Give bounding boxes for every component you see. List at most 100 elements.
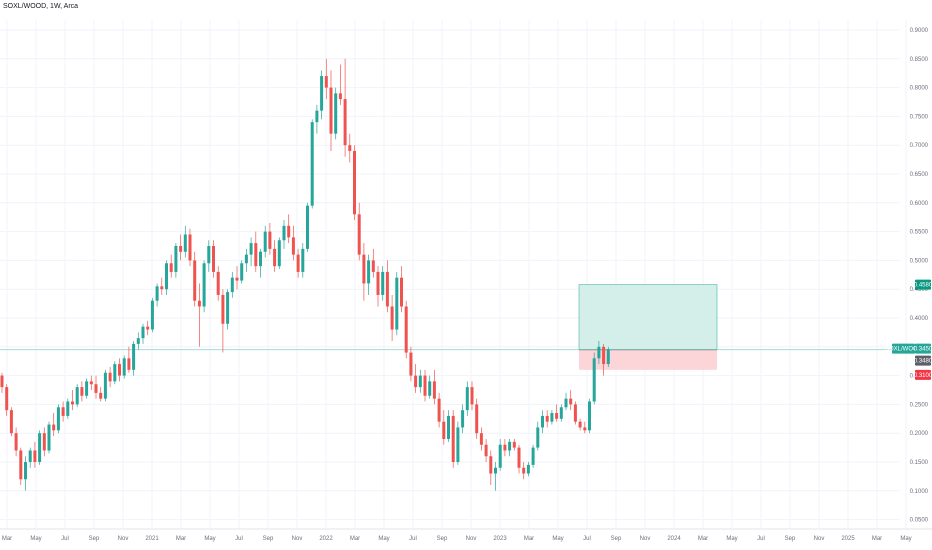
candle-body bbox=[371, 260, 375, 272]
candle-body bbox=[315, 110, 319, 123]
chart-title: SOXL/WOOD, 1W, Arca bbox=[3, 3, 79, 10]
x-tick-label: 2021 bbox=[145, 536, 159, 542]
candle-body bbox=[273, 248, 277, 267]
candle-body bbox=[244, 254, 248, 264]
candle-body bbox=[569, 398, 573, 405]
x-tick-label: Jul bbox=[583, 536, 591, 542]
candle-body bbox=[221, 294, 225, 324]
candle-body bbox=[38, 433, 42, 462]
candle-body bbox=[89, 381, 93, 385]
y-tick-label: 0.4000 bbox=[910, 316, 929, 322]
candle-body bbox=[517, 447, 521, 468]
candle-body bbox=[216, 271, 220, 295]
candle-body bbox=[80, 387, 84, 396]
x-tick-label: Mar bbox=[350, 536, 360, 542]
candle-body bbox=[606, 349, 610, 365]
candle-body bbox=[249, 243, 253, 255]
candle-body bbox=[541, 415, 544, 428]
candle-body bbox=[306, 205, 309, 249]
candle-body bbox=[447, 415, 450, 439]
candle-body bbox=[61, 407, 65, 416]
candle-body bbox=[207, 246, 211, 264]
x-tick-label: 2023 bbox=[493, 536, 507, 542]
x-tick-label: May bbox=[726, 536, 737, 542]
y-tick-label: 0.8000 bbox=[910, 86, 929, 92]
candle-body bbox=[522, 467, 526, 474]
candle-body bbox=[235, 277, 239, 281]
y-tick-label: 0.6500 bbox=[910, 172, 929, 178]
candle-body bbox=[597, 346, 601, 359]
candle-body bbox=[155, 286, 159, 301]
candle-body bbox=[118, 364, 121, 376]
candle-body bbox=[348, 145, 352, 151]
target-price-tag: 0.4580 bbox=[914, 283, 932, 289]
candle-body bbox=[150, 300, 154, 330]
candle-body bbox=[531, 447, 535, 465]
candle-body bbox=[160, 286, 164, 290]
candle-body bbox=[14, 433, 18, 451]
candle-body bbox=[71, 401, 74, 405]
y-tick-label: 0.2000 bbox=[910, 431, 929, 437]
candle-body bbox=[197, 300, 201, 307]
candle-body bbox=[550, 413, 554, 422]
x-tick-label: Mar bbox=[872, 536, 882, 542]
candle-body bbox=[320, 76, 324, 111]
candle-body bbox=[75, 387, 79, 405]
candle-body bbox=[136, 338, 140, 344]
candle-body bbox=[277, 240, 281, 267]
candle-body bbox=[42, 433, 46, 451]
target-price-tag-bg bbox=[915, 279, 931, 290]
candle-body bbox=[512, 441, 516, 448]
grid-lines bbox=[0, 20, 907, 528]
candle-body bbox=[287, 225, 291, 238]
candle-body bbox=[508, 441, 512, 451]
x-tick-label: Nov bbox=[466, 536, 477, 542]
candle-body bbox=[362, 254, 366, 284]
x-tick-label: Sep bbox=[611, 536, 622, 542]
x-tick-label: Jul bbox=[235, 536, 243, 542]
candle-body bbox=[127, 358, 131, 370]
candle-body bbox=[202, 263, 206, 307]
candle-body bbox=[103, 372, 107, 399]
x-tick-label: May bbox=[204, 536, 215, 542]
x-tick-label: Sep bbox=[785, 536, 796, 542]
candle-body bbox=[5, 387, 9, 411]
candle-body bbox=[263, 231, 267, 252]
symbol-tag-bg bbox=[892, 343, 915, 354]
candle-body bbox=[56, 407, 60, 431]
candle-body bbox=[240, 263, 244, 281]
x-tick-label: Mar bbox=[698, 536, 708, 542]
entry-price-tag: 0.3480 bbox=[914, 359, 932, 365]
y-tick-label: 0.5000 bbox=[910, 258, 929, 264]
candle-body bbox=[578, 421, 582, 428]
candle-body bbox=[404, 306, 408, 353]
candle-body bbox=[479, 433, 483, 445]
x-tick-label: Jul bbox=[61, 536, 69, 542]
candle-body bbox=[573, 404, 577, 422]
profit-zone bbox=[578, 284, 718, 350]
price-axis[interactable]: 0.9000 0.8500 0.8000 0.7500 0.7000 0.6500 0.60… bbox=[910, 28, 929, 524]
x-tick-label: 2025 bbox=[841, 536, 855, 542]
candle-body bbox=[353, 150, 356, 215]
candle-body bbox=[461, 410, 465, 428]
candle-body bbox=[94, 384, 98, 393]
candle-body bbox=[174, 246, 178, 272]
loss-zone bbox=[579, 349, 717, 370]
y-tick-label: 0.8500 bbox=[910, 57, 929, 63]
candle-body bbox=[259, 251, 262, 267]
candle-body bbox=[193, 260, 197, 301]
x-tick-label: Nov bbox=[640, 536, 651, 542]
candle-body bbox=[564, 398, 568, 408]
x-tick-label: Nov bbox=[814, 536, 825, 542]
x-tick-label: Nov bbox=[292, 536, 303, 542]
candle-body bbox=[432, 381, 436, 399]
x-tick-label: Sep bbox=[437, 536, 448, 542]
candle-body bbox=[268, 231, 272, 249]
stop-price-tag: 0.3100 bbox=[914, 373, 932, 379]
candle-body bbox=[602, 346, 606, 365]
candle-body bbox=[183, 234, 187, 252]
y-tick-label: 0.1500 bbox=[910, 460, 929, 466]
time-axis[interactable]: Mar May Jul Sep Nov 2021 Mar May Jul Sep Nov 2022 Ma… bbox=[0, 528, 932, 542]
